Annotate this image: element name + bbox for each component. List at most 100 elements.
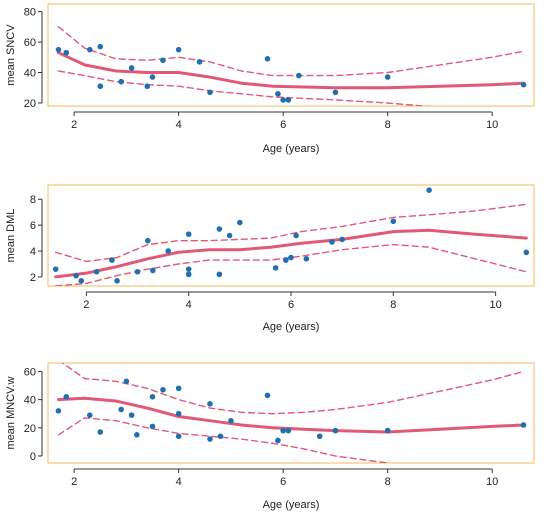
- data-point: [283, 257, 289, 263]
- ci-upper-line: [61, 363, 525, 415]
- x-tick-label: 4: [186, 299, 192, 311]
- y-tick-label: 2: [30, 272, 36, 284]
- data-point: [149, 394, 156, 400]
- data-point: [160, 57, 166, 64]
- fit-line: [57, 396, 525, 434]
- data-point: [384, 427, 391, 434]
- x-tick-label: 8: [385, 119, 391, 131]
- y-tick-label: 20: [24, 98, 36, 110]
- data-point: [63, 49, 70, 56]
- x-tick-label: 8: [390, 299, 396, 311]
- data-point: [520, 422, 527, 428]
- x-axis-title: Age (years): [263, 321, 320, 333]
- data-point: [226, 232, 233, 239]
- data-point: [228, 417, 234, 424]
- ci-lower-line: [55, 243, 527, 286]
- data-point: [175, 433, 182, 440]
- data-point: [285, 97, 292, 103]
- data-point: [520, 81, 527, 88]
- data-point: [93, 268, 100, 275]
- data-point: [217, 433, 224, 440]
- data-point: [63, 394, 70, 400]
- y-tick-label: 80: [24, 7, 36, 19]
- y-tick-label: 20: [24, 423, 36, 435]
- data-points: [52, 187, 530, 284]
- data-point: [78, 278, 85, 284]
- y-axis-title: mean SNCV: [5, 24, 17, 86]
- y-tick-label: 40: [24, 68, 36, 80]
- data-point: [114, 278, 120, 284]
- fit-line: [54, 228, 528, 279]
- ci-lower-line: [57, 417, 389, 463]
- x-tick-label: 2: [71, 476, 77, 488]
- y-tick-label: 60: [24, 37, 36, 49]
- data-point: [293, 232, 299, 239]
- x-axis-title: Age (years): [263, 143, 320, 155]
- data-point: [185, 231, 192, 238]
- x-tick-label: 8: [385, 476, 391, 488]
- data-point: [175, 385, 182, 392]
- data-point: [207, 436, 213, 442]
- data-point: [332, 89, 339, 96]
- data-point: [149, 423, 156, 430]
- data-point: [150, 267, 156, 274]
- data-point: [264, 392, 271, 399]
- ci-upper-line: [55, 203, 527, 263]
- x-tick-label: 2: [71, 119, 77, 131]
- x-tick-label: 2: [83, 299, 89, 311]
- data-point: [118, 406, 124, 413]
- data-point: [288, 254, 294, 261]
- x-tick-label: 4: [176, 119, 182, 131]
- data-point: [128, 412, 135, 418]
- plot-frame: [47, 362, 535, 464]
- data-point: [134, 268, 141, 275]
- data-point: [272, 265, 279, 271]
- data-point: [426, 187, 432, 193]
- data-point: [275, 437, 281, 444]
- data-point: [109, 257, 115, 263]
- data-point: [160, 386, 166, 393]
- data-point: [52, 266, 59, 272]
- data-point: [55, 408, 62, 414]
- data-point: [87, 412, 93, 418]
- x-tick-label: 10: [486, 476, 498, 488]
- ci-upper-line: [57, 26, 525, 77]
- x-tick-label: 4: [176, 476, 182, 488]
- data-point: [264, 56, 271, 62]
- chart-panel-1: 2 4 6 8 10 20 40 60 80 Age (years) mean SNCV: [5, 3, 535, 155]
- data-point: [329, 239, 335, 245]
- data-point: [165, 248, 172, 254]
- data-point: [275, 91, 281, 97]
- y-axis-title: mean MNCV.w: [5, 376, 17, 449]
- data-point: [523, 249, 530, 256]
- series-lines: [54, 203, 528, 286]
- y-tick-label: 0: [30, 451, 36, 463]
- data-points: [55, 378, 527, 444]
- plot-frame: [47, 184, 535, 287]
- data-point: [185, 271, 192, 278]
- data-point: [237, 219, 243, 226]
- series-lines: [57, 26, 525, 106]
- data-point: [285, 427, 292, 434]
- data-point: [332, 427, 339, 434]
- data-point: [55, 46, 62, 53]
- y-axis-title: mean DML: [5, 209, 17, 263]
- ci-lower-line: [57, 70, 431, 106]
- y-tick-label: 40: [24, 395, 36, 407]
- fit-line: [57, 51, 525, 90]
- y-tick-label: 6: [30, 220, 36, 232]
- y-tick-label: 4: [30, 246, 36, 258]
- data-point: [175, 410, 182, 417]
- data-point: [216, 271, 223, 278]
- data-point: [303, 256, 310, 262]
- data-point: [144, 83, 151, 90]
- data-point: [144, 237, 151, 244]
- data-point: [97, 83, 104, 90]
- data-point: [118, 78, 124, 85]
- data-point: [97, 43, 104, 50]
- data-point: [296, 72, 302, 79]
- data-point: [87, 46, 93, 53]
- data-point: [390, 218, 397, 225]
- data-point: [134, 432, 140, 438]
